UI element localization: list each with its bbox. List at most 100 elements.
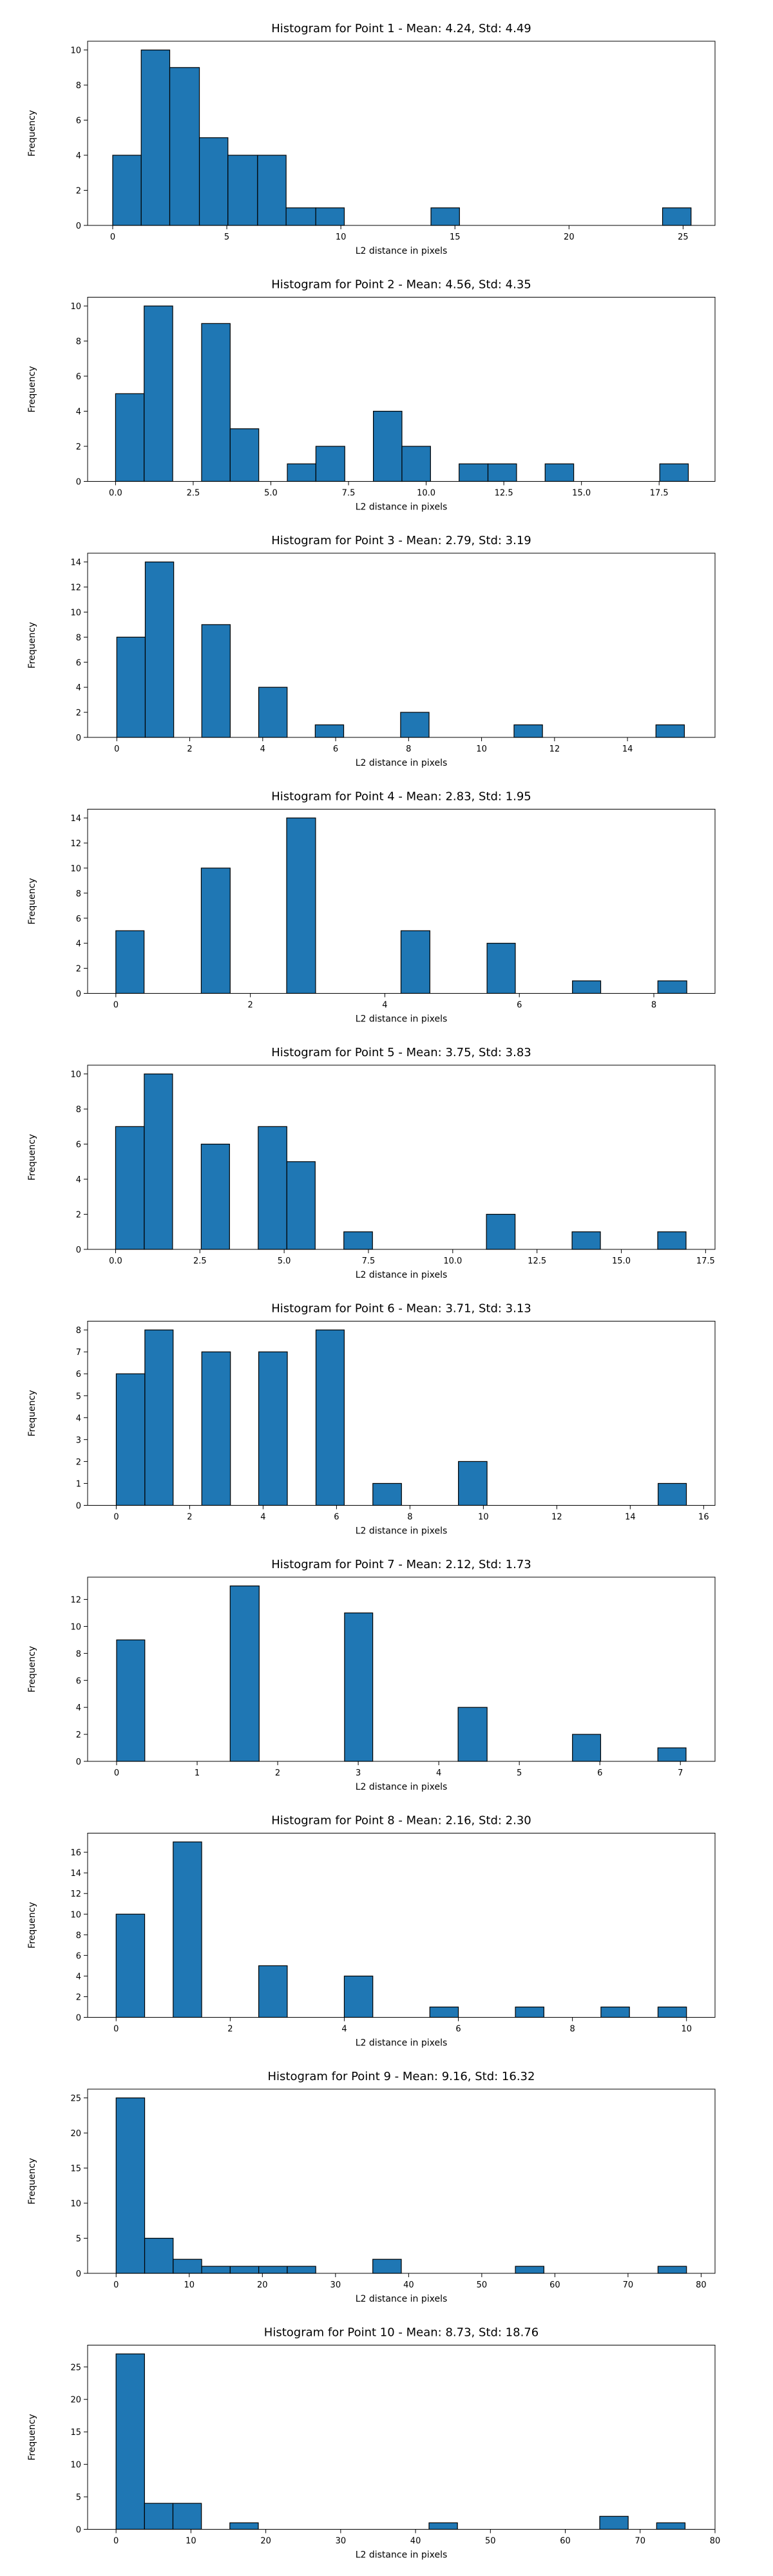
x-tick-label: 8 (406, 744, 411, 754)
histogram-bar (459, 463, 489, 482)
histogram-bar (315, 1329, 345, 1506)
x-tick-label: 20 (257, 2280, 268, 2290)
histogram-bar (487, 463, 517, 482)
plot-frame (87, 1577, 716, 1762)
plot-frame (87, 2088, 716, 2274)
x-axis-label: L2 distance in pixels (356, 2550, 448, 2561)
x-tick-label: 4 (436, 1768, 441, 1778)
y-tick-label: 6 (76, 1141, 81, 1150)
y-tick-label: 10 (70, 864, 81, 874)
histogram-bar (112, 155, 142, 226)
histogram-bar (115, 1126, 145, 1250)
histogram-bar (658, 1482, 687, 1506)
chart-title: Histogram for Point 8 - Mean: 2.16, Std:… (271, 1814, 531, 1828)
x-tick-label: 0 (110, 232, 115, 242)
x-tick-label: 5 (224, 232, 229, 242)
y-axis-label: Frequency (27, 1646, 37, 1692)
histogram-bar (229, 2522, 259, 2530)
y-tick-label: 4 (76, 683, 81, 693)
x-tick-label: 70 (623, 2280, 634, 2290)
y-tick-label: 4 (76, 1175, 81, 1185)
y-tick-label: 5 (76, 2493, 81, 2503)
x-tick-label: 2 (275, 1768, 280, 1778)
x-tick-label: 7 (678, 1768, 683, 1778)
histogram-bar (200, 867, 231, 994)
histogram-bar (372, 2259, 402, 2274)
histogram-bar (258, 1351, 288, 1506)
x-tick-label: 12 (551, 1513, 562, 1522)
y-tick-label: 25 (70, 2363, 81, 2372)
y-tick-label: 4 (76, 1703, 81, 1713)
y-tick-label: 10 (70, 608, 81, 618)
x-tick-label: 0 (113, 2280, 119, 2290)
y-tick-label: 10 (70, 1910, 81, 1920)
x-tick-label: 4 (260, 1513, 265, 1522)
x-tick-label: 0 (113, 2537, 119, 2546)
histogram-panel-2: 0.0 2.5 5.0 7.5 10.0 12.5 15.0 17.5 0 2 4 6 8 10 Histo… (27, 278, 716, 513)
x-tick-label: 15.0 (612, 1256, 631, 1266)
histogram-bar (657, 1747, 687, 1762)
y-axis-label: Frequency (27, 110, 37, 156)
histogram-bar (229, 428, 260, 482)
histogram-bar (173, 2259, 202, 2274)
x-tick-label: 4 (341, 2025, 347, 2034)
histogram-bar (400, 930, 430, 994)
y-tick-label: 6 (76, 1676, 81, 1686)
histogram-bar (600, 2006, 630, 2018)
x-tick-label: 14 (625, 1513, 636, 1522)
histogram-bar (140, 50, 171, 226)
x-tick-label: 0 (113, 1001, 119, 1010)
histogram-bar (257, 155, 287, 226)
x-tick-label: 0 (113, 1513, 119, 1522)
plot-frame (87, 1065, 716, 1250)
histogram-panel-1: 0 5 10 15 20 25 0 2 4 6 8 10 Histogram for Point 1 -… (27, 22, 716, 256)
x-tick-label: 20 (260, 2537, 271, 2546)
x-tick-label: 40 (410, 2537, 421, 2546)
x-tick-label: 12.5 (528, 1256, 546, 1266)
histogram-bar (144, 562, 175, 738)
plot-frame (87, 2345, 716, 2530)
histogram-bar (344, 1612, 374, 1762)
y-tick-label: 14 (70, 814, 81, 824)
y-tick-label: 2 (76, 965, 81, 974)
y-tick-label: 14 (70, 1869, 81, 1879)
x-tick-label: 0 (114, 744, 119, 754)
histogram-bar (200, 1143, 230, 1250)
y-tick-label: 0 (76, 1502, 81, 1511)
y-tick-label: 0 (76, 2014, 81, 2023)
y-tick-label: 8 (76, 1931, 81, 1940)
x-tick-label: 80 (696, 2280, 707, 2290)
histogram-bar (315, 207, 345, 226)
x-tick-label: 80 (710, 2537, 721, 2546)
plot-frame (87, 809, 716, 994)
y-tick-label: 0 (76, 990, 81, 999)
x-tick-label: 6 (597, 1768, 602, 1778)
x-tick-label: 0.0 (109, 1256, 122, 1266)
x-tick-label: 50 (477, 2280, 488, 2290)
histogram-bar (571, 1231, 601, 1250)
histogram-bar (657, 1231, 687, 1250)
x-tick-label: 2 (187, 744, 192, 754)
x-tick-label: 10 (681, 2025, 692, 2034)
histogram-bar (258, 1965, 288, 2018)
y-tick-label: 3 (76, 1435, 81, 1445)
y-tick-label: 6 (76, 117, 81, 126)
x-axis-label: L2 distance in pixels (356, 758, 448, 768)
y-tick-label: 7 (76, 1348, 81, 1358)
x-tick-label: 70 (635, 2537, 645, 2546)
histogram-bar (286, 817, 316, 994)
histogram-bar (115, 1913, 146, 2018)
y-tick-label: 2 (76, 1993, 81, 2002)
histogram-bar (115, 1373, 146, 1506)
y-tick-label: 20 (70, 2396, 81, 2405)
y-tick-label: 2 (76, 1457, 81, 1467)
histogram-bar (285, 207, 316, 226)
x-axis-label: L2 distance in pixels (356, 502, 448, 513)
y-tick-label: 8 (76, 1649, 81, 1659)
x-tick-label: 60 (549, 2280, 560, 2290)
y-tick-label: 8 (76, 1105, 81, 1115)
histogram-panel-9: 0 10 20 30 40 50 60 70 80 0 5 10 15 20 25 Histogram for… (27, 2070, 716, 2304)
y-tick-label: 8 (76, 1326, 81, 1336)
histogram-bar (227, 155, 258, 226)
y-tick-label: 0 (76, 222, 81, 231)
